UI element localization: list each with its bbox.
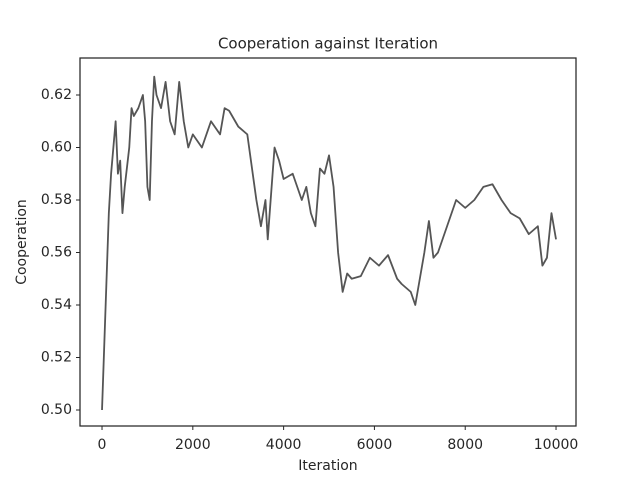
x-tick-label: 2000 bbox=[175, 437, 211, 453]
chart-title: Cooperation against Iteration bbox=[218, 35, 438, 53]
x-axis-label: Iteration bbox=[298, 458, 357, 474]
y-tick-label: 0.54 bbox=[41, 297, 72, 313]
x-tick-label: 0 bbox=[98, 437, 107, 453]
data-line bbox=[101, 75, 557, 411]
x-tick-label: 8000 bbox=[447, 437, 483, 453]
y-tick-label: 0.58 bbox=[41, 192, 72, 208]
y-tick-label: 0.50 bbox=[41, 402, 72, 418]
x-tick-label: 4000 bbox=[266, 437, 302, 453]
y-tick-label: 0.60 bbox=[41, 140, 72, 156]
y-tick-label: 0.56 bbox=[41, 244, 72, 260]
y-tick-label: 0.62 bbox=[41, 87, 72, 103]
y-axis-label: Cooperation bbox=[14, 199, 30, 285]
x-tick-label: 10000 bbox=[534, 437, 579, 453]
x-tick-label: 6000 bbox=[357, 437, 393, 453]
plot-frame bbox=[79, 57, 577, 427]
y-tick-label: 0.52 bbox=[41, 349, 72, 365]
